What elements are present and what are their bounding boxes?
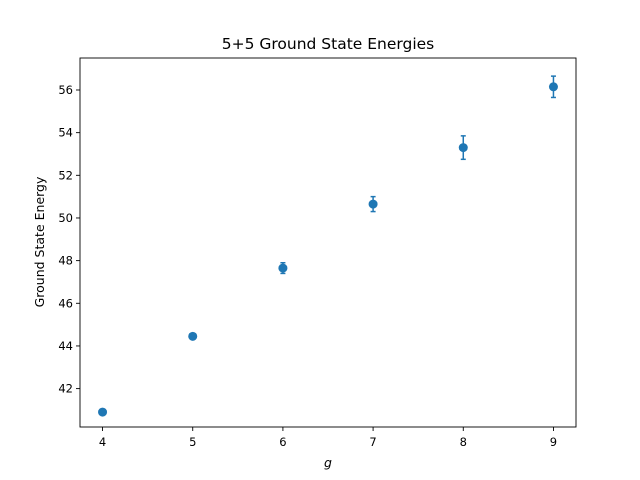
y-tick-label: 48 [58, 254, 73, 268]
y-tick-label: 52 [58, 168, 73, 182]
data-point [278, 263, 288, 273]
y-tick-label: 42 [58, 382, 73, 396]
x-tick-label: 8 [460, 435, 467, 449]
x-tick-label: 9 [550, 435, 557, 449]
x-tick-label: 5 [189, 435, 196, 449]
x-tick-label: 7 [369, 435, 376, 449]
data-point [188, 331, 198, 341]
data-point [458, 143, 468, 153]
axes-frame [79, 57, 577, 428]
x-axis-label: g [324, 455, 332, 470]
x-tick-label: 4 [99, 435, 106, 449]
y-tick-label: 50 [58, 211, 73, 225]
y-axis: 42 44 46 48 50 52 54 56 [58, 83, 80, 396]
data-point [548, 82, 558, 92]
y-axis-label: Ground State Energy [32, 176, 47, 307]
data-point [98, 407, 108, 417]
y-tick-label: 44 [58, 339, 73, 353]
y-tick-label: 46 [58, 296, 73, 310]
y-tick-label: 56 [58, 83, 73, 97]
x-tick-label: 6 [279, 435, 286, 449]
y-tick-label: 54 [58, 126, 73, 140]
plot-area [98, 75, 558, 417]
data-point [368, 199, 378, 209]
chart-title: 5+5 Ground State Energies [222, 35, 435, 53]
x-axis: 4 5 6 7 8 9 [99, 427, 557, 449]
